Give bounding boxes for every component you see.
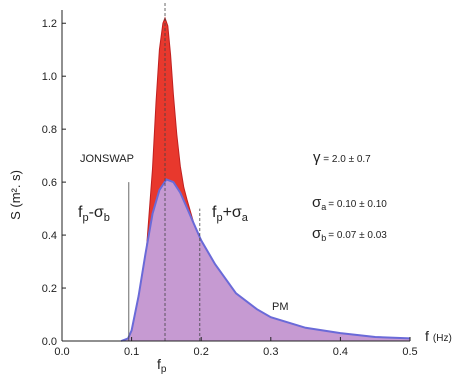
series-line-pm xyxy=(120,178,411,342)
ticks: 0.0 0.1 0.2 0.3 0.4 0.5 0.0 0.2 0.4 0.6 0.8 1.0 1.2 xyxy=(42,18,418,358)
reference-lines xyxy=(128,2,201,341)
x-axis-label: f (Hz) xyxy=(425,328,452,344)
y-tick-label: 0.2 xyxy=(42,283,57,295)
y-tick-label: 0.6 xyxy=(42,177,57,189)
x-tick-label: 0.4 xyxy=(333,346,348,358)
y-axis-label: S (m². s) xyxy=(8,170,23,220)
x-tick-label: 0.1 xyxy=(124,346,139,358)
x-tick-label: 0.2 xyxy=(194,346,209,358)
y-tick-label: 0.0 xyxy=(42,336,57,348)
x-tick-label: 0.5 xyxy=(402,346,417,358)
y-tick-label: 1.0 xyxy=(42,71,57,83)
gamma-annotation: γ = 2.0 ± 0.7 xyxy=(313,149,371,166)
y-tick-label: 0.8 xyxy=(42,124,57,136)
legend-pm: PM xyxy=(272,301,289,313)
x-tick-label: 0.3 xyxy=(263,346,278,358)
axes xyxy=(61,10,410,342)
sigma-b-annotation: σb = 0.07 ± 0.03 xyxy=(312,225,387,243)
fp-axis-label: fp xyxy=(157,356,167,375)
x-tick-label: 0.0 xyxy=(54,346,69,358)
fp-plus-sigma-a-label: fp+σa xyxy=(212,204,249,224)
series-areas xyxy=(120,16,411,342)
y-tick-label: 1.2 xyxy=(42,18,57,30)
fp-minus-sigma-b-label: fp-σb xyxy=(78,204,110,224)
y-tick-label: 0.4 xyxy=(42,230,57,242)
sigma-a-annotation: σa = 0.10 ± 0.10 xyxy=(312,194,387,212)
series-area-pm xyxy=(121,179,410,341)
legend-jonswap: JONSWAP xyxy=(80,153,134,165)
